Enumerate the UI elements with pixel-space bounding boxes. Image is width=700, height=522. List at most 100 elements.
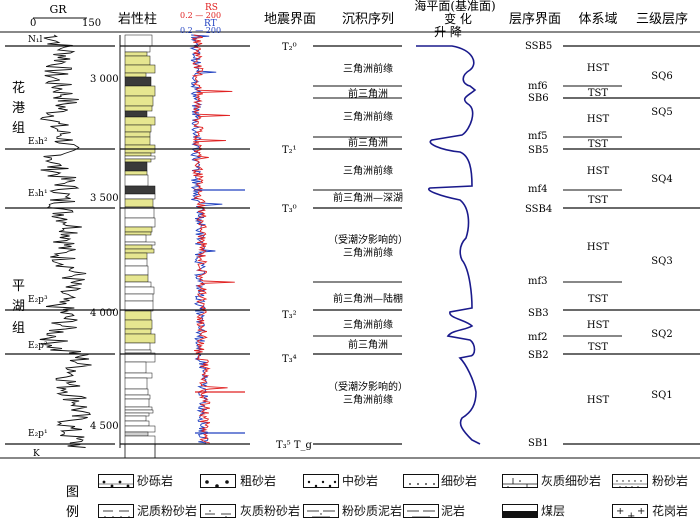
tract-label: TST — [588, 139, 609, 150]
sediment-label: 三角洲前缘 — [343, 393, 393, 406]
legend-label: 花岗岩 — [652, 504, 689, 518]
sediment-label: 三角洲前缘 — [343, 110, 393, 123]
rs-header: RS — [205, 3, 218, 13]
seismic-label-T35-Tg: T₃⁵ T_g — [276, 440, 313, 451]
legend-title-2: 例 — [66, 505, 79, 520]
sediment-label: 前三角洲—陆棚 — [333, 292, 403, 305]
sediment-label: 前三角洲 — [348, 87, 388, 100]
legend-swatch-argillaceous-siltstone — [98, 504, 134, 518]
legend-swatch-medium-sandstone — [303, 474, 339, 488]
seismic-label-T30: T₃⁰ — [282, 204, 297, 215]
seismic-label-T21: T₂¹ — [282, 145, 297, 156]
sediment-label: （受潮汐影响的） — [328, 380, 408, 393]
tract-label: HST — [587, 166, 610, 177]
legend-label: 砂砾岩 — [137, 474, 174, 488]
sequence-header: 沉积序列 — [342, 12, 394, 27]
third-order-header: 三级层序 — [636, 12, 688, 27]
legend-label: 泥岩 — [441, 504, 466, 518]
legend-swatch-fine-sandstone — [403, 474, 439, 488]
sequence-label: SQ6 — [651, 71, 672, 82]
tract-label: HST — [587, 63, 610, 74]
unit-e2p1: E₂p¹ — [28, 429, 48, 439]
sediment-label: 前三角洲—深湖 — [333, 191, 403, 204]
gr-max: 150 — [82, 18, 101, 29]
tract-label: HST — [587, 320, 610, 331]
boundary-SB2: SB2 — [528, 350, 549, 361]
boundary-mf2: mf2 — [528, 332, 548, 343]
unit-e3h2: E₃h² — [28, 137, 48, 147]
tract-label: HST — [587, 114, 610, 125]
seismic-label-T32: T₃² — [282, 310, 297, 321]
rt-header: RT — [204, 19, 217, 29]
unit-e3h1: E₃h¹ — [28, 189, 48, 199]
seismic-label-T20: T₂⁰ — [282, 42, 297, 53]
formation-huagang-2: 港 — [12, 101, 25, 116]
boundary-SSB5: SSB5 — [525, 41, 552, 52]
legend-swatch-coal — [502, 504, 538, 518]
tract-label: TST — [588, 195, 609, 206]
legend-swatch-mudstone — [403, 504, 439, 518]
boundary-SB3: SB3 — [528, 308, 549, 319]
legend-label: 粉砂质泥岩 — [342, 504, 403, 518]
resistivity-logs — [189, 34, 245, 444]
sediment-label: 三角洲前缘 — [343, 164, 393, 177]
legend-swatch-coarse-sandstone — [200, 474, 236, 488]
tract-label: HST — [587, 395, 610, 406]
sea-level-change: 变 化 — [444, 11, 472, 26]
formation-pinghu-2: 湖 — [12, 299, 25, 314]
boundary-mf4: mf4 — [528, 184, 548, 195]
legend-label: 粉砂岩 — [652, 474, 689, 488]
sediment-label: 前三角洲 — [348, 136, 388, 149]
formation-pinghu-1: 平 — [12, 279, 25, 294]
depth-4000: 4 000 — [90, 308, 119, 319]
sediment-label: 三角洲前缘 — [343, 62, 393, 75]
legend-swatch-calcareous-fine-sandstone — [502, 474, 538, 488]
gr-log-curve — [39, 34, 92, 448]
seismic-header: 地震界面 — [264, 12, 316, 27]
boundary-SSB4: SSB4 — [525, 204, 552, 215]
tract-label: HST — [587, 242, 610, 253]
depth-3000: 3 000 — [90, 74, 119, 85]
boundary-mf5: mf5 — [528, 131, 548, 142]
legend-title-1: 图 — [66, 485, 79, 500]
legend-swatch-silty-mudstone — [303, 504, 339, 518]
boundary-SB5: SB5 — [528, 145, 549, 156]
gr-header: GR — [49, 3, 67, 16]
rt-range: 0.2 — 200 — [180, 26, 221, 35]
legend-label: 煤层 — [541, 504, 566, 518]
formation-pinghu-3: 组 — [12, 321, 25, 336]
unit-e2p3: E₂p³ — [28, 295, 48, 305]
sequence-label: SQ2 — [651, 329, 672, 340]
tract-label: TST — [588, 294, 609, 305]
legend-swatch-calcareous-siltstone — [200, 504, 236, 518]
legend-label: 中砂岩 — [342, 474, 379, 488]
sediment-label: 三角洲前缘 — [343, 246, 393, 259]
legend-label: 细砂岩 — [441, 474, 478, 488]
lithology-column — [124, 34, 156, 459]
sea-level-dirs: 升 降 — [434, 25, 462, 39]
unit-e2p2: E₂p² — [28, 341, 48, 351]
svg-text:+: + — [616, 508, 624, 517]
sediment-label: 三角洲前缘 — [343, 318, 393, 331]
tract-label: TST — [588, 88, 609, 99]
svg-text:+: + — [627, 511, 635, 518]
legend-label: 泥质粉砂岩 — [137, 504, 198, 518]
gr-min: 0 — [30, 18, 36, 29]
tract-label: TST — [588, 342, 609, 353]
legend-swatch-granite: + + + — [612, 504, 648, 518]
legend-label: 粗砂岩 — [240, 474, 277, 488]
formation-huagang-3: 组 — [12, 121, 25, 136]
unit-k: K — [33, 449, 40, 459]
sequence-label: SQ1 — [651, 390, 672, 401]
legend-label: 灰质粉砂岩 — [240, 504, 301, 518]
sediment-label: （受潮汐影响的） — [328, 233, 408, 246]
sediment-label: 前三角洲 — [348, 338, 388, 351]
sea-level-curve — [416, 45, 481, 445]
sea-level-header: 海平面(基准面) — [414, 0, 495, 13]
sequence-label: SQ4 — [651, 174, 672, 185]
depth-4500: 4 500 — [90, 421, 119, 432]
svg-text:+: + — [637, 508, 645, 517]
sequence-boundary-header: 层序界面 — [509, 12, 561, 27]
boundary-mf6: mf6 — [528, 81, 548, 92]
